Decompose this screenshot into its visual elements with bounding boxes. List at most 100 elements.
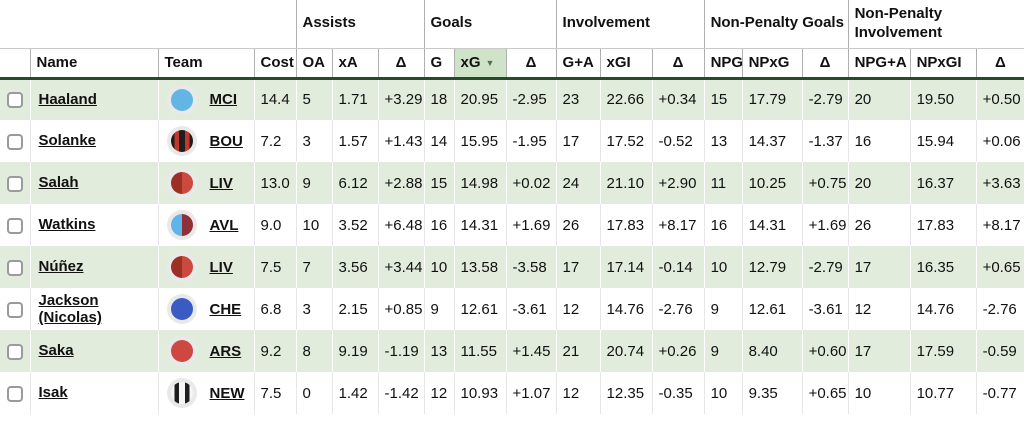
col-header-team[interactable]: Team	[157, 48, 254, 80]
player-name-link[interactable]: Isak	[38, 384, 68, 402]
cell-xgi-delta: -0.35	[652, 372, 705, 414]
cell-npg: 13	[704, 120, 743, 162]
row-checkbox[interactable]	[6, 217, 23, 234]
cell-xa-delta: +3.44	[378, 246, 425, 288]
team-abbr-link[interactable]: LIV	[209, 258, 233, 276]
col-header-npg[interactable]: NPG	[703, 48, 743, 80]
cell-npxg: 8.40	[742, 330, 803, 372]
cell-cost: 9.0	[254, 204, 297, 246]
col-header-npxg-delta[interactable]: Δ	[801, 48, 849, 80]
cell-xgi: 20.74	[600, 330, 653, 372]
col-header-oa[interactable]: OA	[295, 48, 332, 80]
player-name-link[interactable]: Solanke	[38, 132, 97, 150]
team-badge-inner	[170, 88, 193, 111]
cell-xa: 1.71	[332, 78, 379, 120]
team-abbr-link[interactable]: NEW	[209, 384, 245, 402]
team-cell: LIV	[158, 162, 255, 204]
cell-xg: 14.98	[454, 162, 507, 204]
cell-npxg: 14.31	[742, 204, 803, 246]
cell-cost: 13.0	[254, 162, 297, 204]
col-header-cost[interactable]: Cost	[253, 48, 296, 80]
player-name-link[interactable]: Haaland	[38, 91, 97, 109]
player-stats-table: Assists Goals Involvement Non-Penalty Go…	[0, 0, 1024, 414]
col-header-ga[interactable]: G+A	[555, 48, 601, 80]
cell-npga: 12	[848, 288, 911, 330]
team-badge-inner	[170, 172, 193, 194]
team-abbr-link[interactable]: ARS	[209, 342, 242, 360]
cell-ga: 17	[556, 120, 601, 162]
col-header-npxgi-delta[interactable]: Δ	[975, 48, 1024, 80]
col-header-npxg[interactable]: NPxG	[741, 48, 803, 80]
cell-cost: 6.8	[254, 288, 297, 330]
team-badge-icon	[166, 126, 197, 156]
row-checkbox[interactable]	[6, 301, 23, 318]
cell-npg: 16	[704, 204, 743, 246]
column-header-row: Name Team Cost OA xA Δ G xG ▼ Δ G+A xGI Δ…	[0, 48, 1024, 80]
row-checkbox[interactable]	[6, 92, 23, 109]
cell-g: 16	[424, 204, 455, 246]
row-checkbox[interactable]	[6, 259, 23, 276]
player-name-link[interactable]: Saka	[38, 342, 74, 360]
cell-xg-delta: -3.58	[506, 246, 557, 288]
team-abbr-link[interactable]: MCI	[209, 91, 238, 109]
cell-xa: 3.56	[332, 246, 379, 288]
cell-npxgi: 17.59	[910, 330, 977, 372]
cell-npg: 10	[704, 372, 743, 414]
player-name-link[interactable]: Watkins	[38, 216, 96, 234]
player-name-link[interactable]: Salah	[38, 174, 79, 192]
cell-xa-delta: -1.42	[378, 372, 425, 414]
team-abbr-link[interactable]: AVL	[209, 216, 239, 234]
team-wrap: LIV	[166, 168, 254, 198]
row-checkbox[interactable]	[6, 175, 23, 192]
group-header-non-penalty-involvement: Non-Penalty Involvement	[847, 0, 1024, 49]
team-badge-inner	[170, 130, 193, 152]
col-header-xa-delta[interactable]: Δ	[377, 48, 424, 80]
player-name-link[interactable]: Jackson (Nicolas)	[38, 291, 102, 326]
cell-ga: 12	[556, 288, 601, 330]
cell-npxgi-delta: -0.59	[976, 330, 1024, 372]
row-checkbox[interactable]	[6, 385, 23, 402]
checkbox-cell	[0, 246, 31, 288]
team-cell: AVL	[158, 204, 255, 246]
cell-npxgi: 16.35	[910, 246, 977, 288]
cell-npxgi-delta: +0.65	[976, 246, 1024, 288]
name-cell: Jackson (Nicolas)	[30, 288, 159, 330]
col-header-xg-delta[interactable]: Δ	[505, 48, 557, 80]
cell-npxg-delta: +0.65	[802, 372, 849, 414]
team-abbr-link[interactable]: BOU	[209, 132, 243, 150]
cell-npxgi-delta: +3.63	[976, 162, 1024, 204]
col-header-npxgi[interactable]: NPxGI	[909, 48, 977, 80]
checkbox-cell	[0, 330, 31, 372]
col-header-xg[interactable]: xG ▼	[453, 48, 506, 80]
cell-ga: 24	[556, 162, 601, 204]
col-header-xgi-delta[interactable]: Δ	[651, 48, 705, 80]
cell-g: 13	[424, 330, 455, 372]
cell-xgi: 14.76	[600, 288, 653, 330]
col-header-xa[interactable]: xA	[331, 48, 378, 80]
checkbox-cell	[0, 120, 31, 162]
col-header-name[interactable]: Name	[29, 48, 158, 80]
team-abbr-link[interactable]: LIV	[209, 174, 233, 192]
col-header-checkbox	[0, 48, 30, 80]
cell-cost: 9.2	[254, 330, 297, 372]
cell-npg: 11	[704, 162, 743, 204]
cell-xg-delta: +1.69	[506, 204, 557, 246]
table-row: Saka ARS 9.2 8 9.19 -1.19 13 11.55 +1.45…	[0, 330, 1024, 372]
cell-xa: 6.12	[332, 162, 379, 204]
checkbox-cell	[0, 372, 31, 414]
cell-npxgi: 19.50	[910, 78, 977, 120]
row-checkbox[interactable]	[6, 343, 23, 360]
team-abbr-link[interactable]: CHE	[209, 300, 242, 318]
cell-xg-delta: -1.95	[506, 120, 557, 162]
cell-npxg-delta: +0.60	[802, 330, 849, 372]
col-header-xgi[interactable]: xGI	[599, 48, 653, 80]
cell-xa-delta: +3.29	[378, 78, 425, 120]
cell-xgi: 17.83	[600, 204, 653, 246]
row-checkbox[interactable]	[6, 133, 23, 150]
col-header-npga[interactable]: NPG+A	[847, 48, 911, 80]
col-header-g[interactable]: G	[423, 48, 454, 80]
cell-xgi: 17.52	[600, 120, 653, 162]
player-name-link[interactable]: Núñez	[38, 258, 84, 276]
cell-npxg-delta: -2.79	[802, 78, 849, 120]
cell-g: 12	[424, 372, 455, 414]
